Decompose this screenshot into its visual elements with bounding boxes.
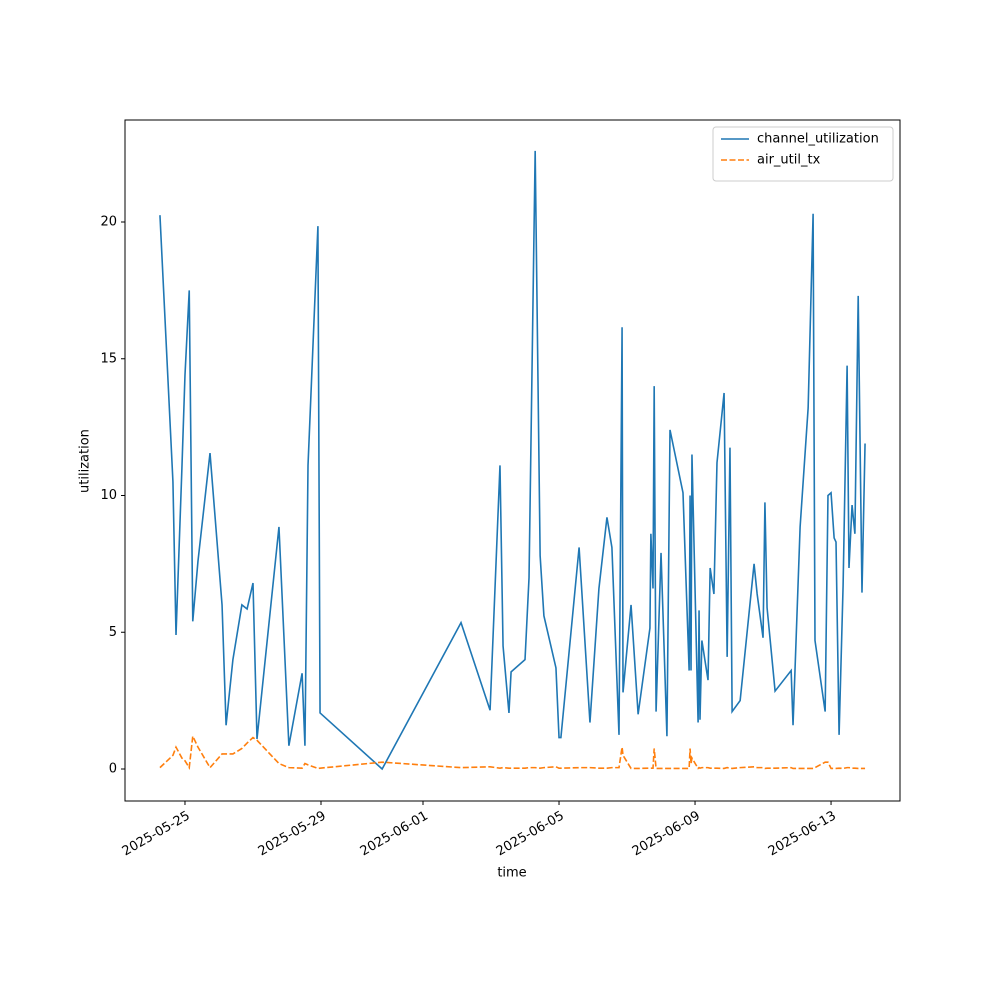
x-tick-label: 2025-06-05 — [494, 809, 567, 860]
y-tick-label: 20 — [100, 215, 117, 230]
series-line — [159, 733, 866, 771]
plot-frame — [124, 119, 901, 802]
y-axis-label: utilization — [78, 429, 93, 493]
y-tick-label: 5 — [109, 625, 117, 640]
x-axis-label: time — [497, 866, 526, 881]
x-tick-label: 2025-05-29 — [256, 809, 329, 860]
legend: channel_utilization air_util_tx — [712, 126, 894, 182]
legend-label: air_util_tx — [757, 153, 821, 168]
x-tick-label: 2025-06-09 — [630, 809, 703, 860]
legend-box — [712, 126, 894, 182]
x-tick-label: 2025-05-25 — [120, 809, 193, 860]
x-tick-label: 2025-06-01 — [358, 809, 431, 860]
y-tick-label: 15 — [100, 351, 117, 366]
y-tick-label: 0 — [109, 762, 117, 777]
y-tick-label: 10 — [100, 488, 117, 503]
series-line — [159, 150, 866, 771]
legend-label: channel_utilization — [757, 132, 879, 147]
x-tick-label: 2025-06-13 — [766, 809, 839, 860]
